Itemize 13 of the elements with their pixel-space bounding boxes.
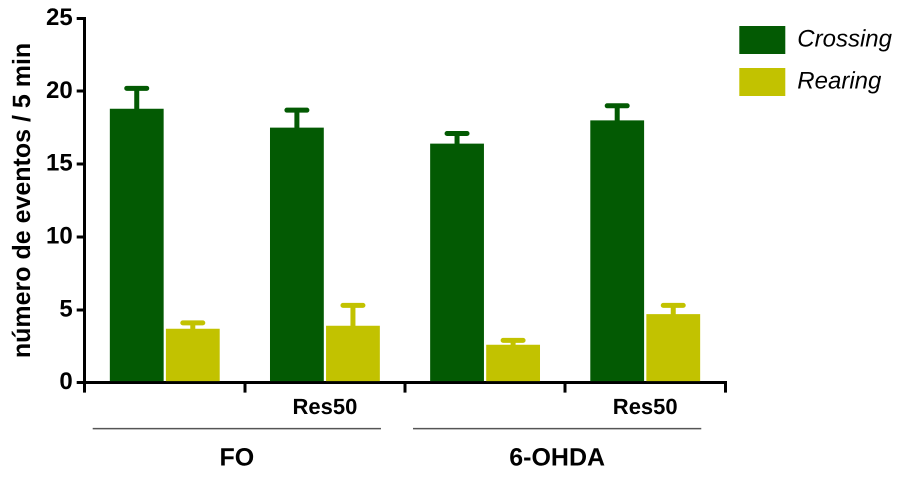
x-tick-label: Res50 xyxy=(612,394,678,419)
y-tick-label: 0 xyxy=(59,368,73,396)
y-tick-label: 10 xyxy=(46,222,73,250)
y-tick-label: 20 xyxy=(46,76,73,104)
y-tick-label: 25 xyxy=(46,4,73,32)
text: FO xyxy=(219,443,254,472)
legend-label: Crossing xyxy=(797,26,893,53)
y-tick-label: 15 xyxy=(46,150,73,177)
text: 6-OHDA xyxy=(509,443,606,472)
y-axis-title: número de eventos / 5 min xyxy=(8,42,36,358)
x-tick-label: Res50 xyxy=(292,394,358,419)
legend-label: Rearing xyxy=(797,68,882,95)
y-tick-label: 5 xyxy=(59,295,73,322)
